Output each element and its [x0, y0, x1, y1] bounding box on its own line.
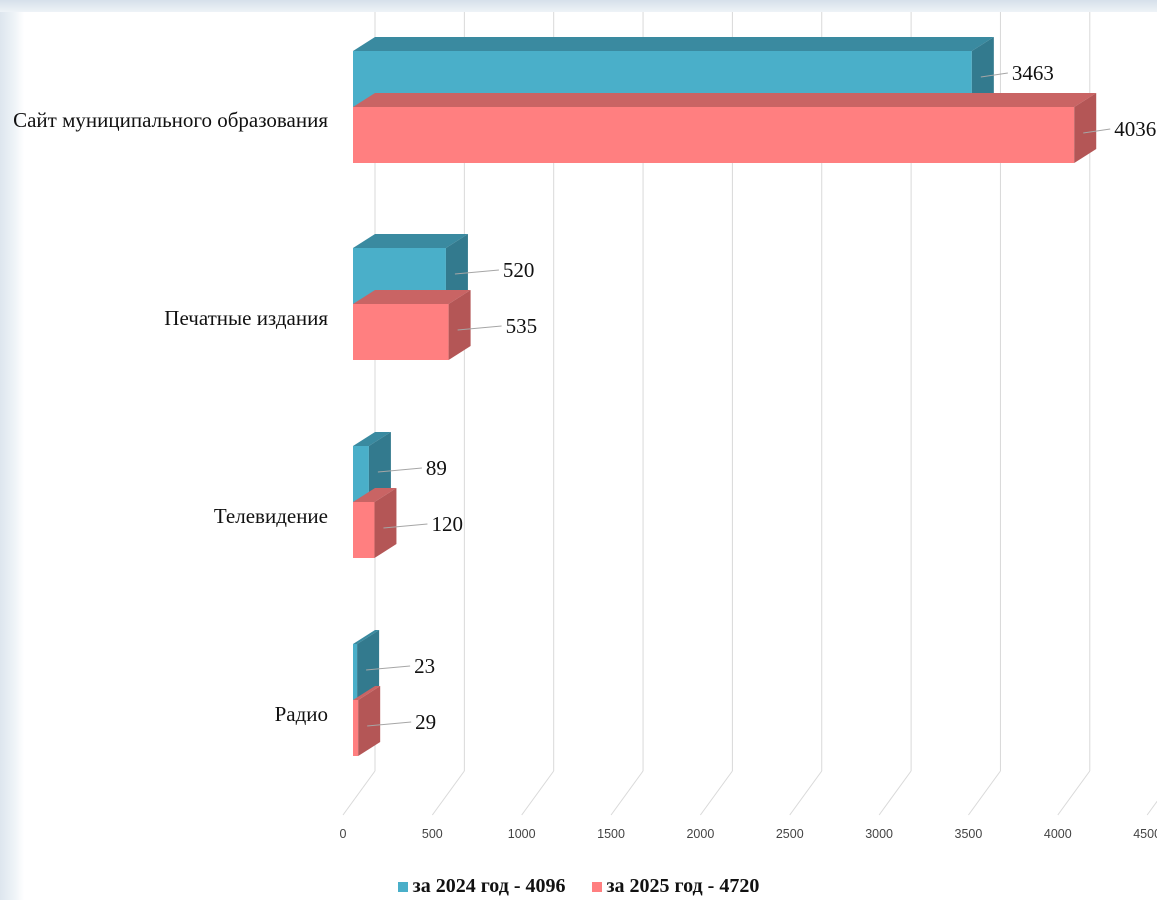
grid-floor-line	[699, 770, 733, 816]
bar-2025	[353, 290, 471, 360]
bar-side	[448, 290, 471, 360]
bar-side	[374, 488, 397, 558]
data-label: 23	[414, 654, 435, 678]
bar-side	[368, 432, 391, 502]
bar-top	[353, 234, 468, 248]
bar-top	[353, 290, 471, 304]
grid-floor-line	[968, 770, 1001, 816]
data-label-leader	[366, 665, 411, 671]
bar-top	[353, 432, 391, 446]
bar-side	[971, 37, 994, 107]
x-tick-label: 4500	[1133, 827, 1157, 841]
x-tick-label: 3000	[865, 827, 893, 841]
bar-top	[353, 686, 381, 700]
category-label: Радио	[275, 702, 328, 726]
category-label: Телевидение	[214, 504, 328, 528]
x-tick-label: 500	[422, 827, 443, 841]
legend-label-2024: за 2024 год - 4096	[412, 875, 566, 897]
data-label: 3463	[1012, 61, 1054, 85]
legend-swatch-2025	[591, 881, 602, 892]
grid-floor-line	[610, 770, 644, 816]
category-label: Печатные издания	[164, 306, 328, 330]
legend-item-2024: за 2024 год - 4096	[397, 875, 566, 898]
grid-floor-line	[521, 770, 555, 816]
bar-front	[353, 700, 359, 756]
x-tick-label: 3500	[955, 827, 983, 841]
bar-top	[353, 93, 1097, 107]
data-label-leader	[383, 523, 428, 529]
x-tick-label: 1000	[508, 827, 536, 841]
bar-side	[358, 686, 381, 756]
bars	[353, 37, 1097, 756]
legend-label-2025: за 2025 год - 4720	[606, 875, 760, 897]
data-label-leader	[980, 72, 1008, 78]
data-label-leader	[367, 721, 412, 727]
data-label: 535	[506, 314, 538, 338]
x-tick-label: 4000	[1044, 827, 1072, 841]
data-label: 29	[415, 710, 436, 734]
grid-floor-line	[789, 770, 823, 816]
data-label: 4036	[1114, 117, 1156, 141]
bar-front	[353, 644, 358, 700]
grid-floor-line	[342, 770, 376, 816]
bar-2025	[353, 686, 381, 756]
bar-top	[353, 37, 994, 51]
x-tick-label: 0	[340, 827, 347, 841]
data-label-leader	[377, 467, 422, 473]
grid-floor-line	[1146, 800, 1157, 816]
bar-side	[357, 630, 380, 700]
bar-side	[445, 234, 468, 304]
bar-front	[353, 502, 375, 558]
bar-2024	[353, 630, 380, 700]
grid-floor-line	[1057, 770, 1091, 816]
data-label-leader	[1083, 128, 1111, 134]
bar-2025	[353, 93, 1097, 163]
top-band	[0, 0, 1157, 12]
bar-top	[353, 630, 380, 644]
labels: 0 500 1000 1500 2000 2500 3000 3500 4000 4500 Сайт…	[13, 61, 1157, 841]
bar-top	[353, 488, 397, 502]
x-tick-label: 1500	[597, 827, 625, 841]
x-tick-label: 2000	[686, 827, 714, 841]
data-label-leader	[454, 269, 499, 275]
data-label-leader	[457, 325, 502, 331]
grid-floor-line	[431, 770, 465, 816]
legend: за 2024 год - 4096 за 2025 год - 4720	[0, 873, 1157, 900]
x-tick-label: 2500	[776, 827, 804, 841]
bar-2024	[353, 432, 391, 502]
data-label: 120	[431, 512, 463, 536]
bar-front	[353, 446, 369, 502]
grid-floor-line	[878, 770, 912, 816]
legend-swatch-2024	[397, 881, 408, 892]
bar-front	[353, 304, 449, 360]
bar-front	[353, 107, 1075, 163]
bar-side	[1074, 93, 1097, 163]
legend-item-2025: за 2025 год - 4720	[591, 875, 760, 898]
data-label: 89	[426, 456, 447, 480]
data-label: 520	[503, 258, 535, 282]
category-label: Сайт муниципального образования	[13, 108, 328, 132]
bar-2025	[353, 488, 397, 558]
